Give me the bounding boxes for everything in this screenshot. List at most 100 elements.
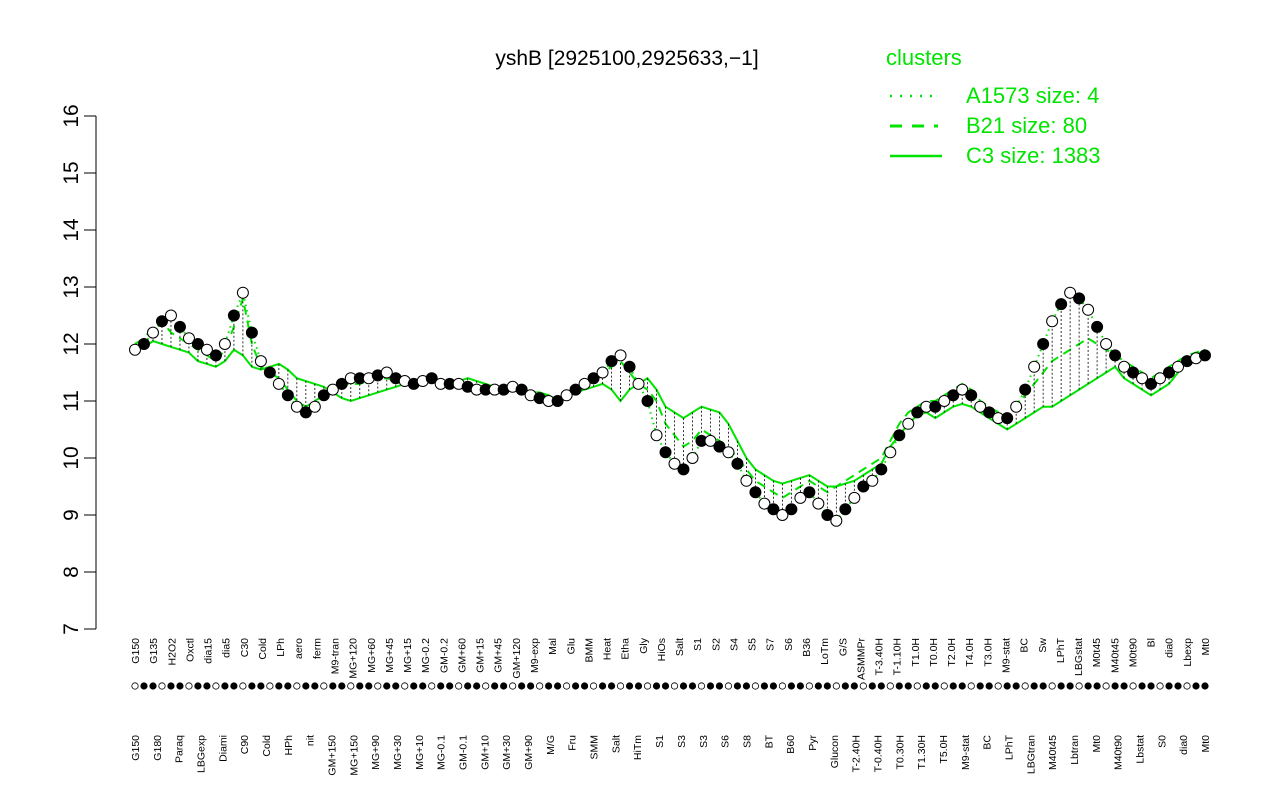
x-tick-label: Glu (565, 638, 577, 655)
x-marker-dot (203, 682, 211, 690)
x-marker-dot (877, 682, 885, 690)
x-marker-dot (841, 682, 849, 690)
x-tick-label: Mal (547, 638, 559, 655)
x-marker-dot (356, 682, 364, 690)
x-tick-label: MG+45 (384, 638, 396, 673)
x-marker-dot (1039, 682, 1047, 690)
data-point (254, 355, 267, 368)
x-marker-dot (1102, 682, 1110, 690)
x-marker-dot (688, 682, 697, 690)
x-marker-dot (1165, 682, 1173, 690)
x-tick-label: M9-tran (329, 638, 341, 674)
x-tick-label: Pyr (807, 734, 819, 750)
plot-area: 7 8 9 10 11 12 13 14 15 16 G150 G135 H2O2 Oxctl dia15… (60, 104, 1212, 775)
x-marker-dot (895, 682, 903, 690)
x-marker-dot (607, 682, 616, 690)
x-tick-label: S1 (654, 735, 666, 748)
x-marker-dot (500, 682, 508, 690)
data-point (704, 434, 717, 447)
legend-entry-a1573: A1573 size: 4 (966, 83, 1099, 108)
data-point (1163, 366, 1176, 379)
x-tick-label: LoTm (819, 638, 831, 665)
x-tick-label: BC (982, 735, 994, 750)
x-tick-label: T4.0H (964, 638, 976, 667)
x-marker-dot (1075, 682, 1083, 690)
x-marker-dot (365, 682, 373, 690)
x-marker-dot (410, 682, 418, 690)
x-tick-label: GM+60 (456, 638, 468, 673)
data-point (380, 366, 393, 379)
data-point (191, 338, 204, 350)
x-tick-label: GM+90 (523, 735, 535, 770)
data-point (200, 343, 213, 356)
x-marker-dot (140, 682, 148, 690)
x-marker-dot (715, 682, 724, 690)
x-tick-label: S6 (720, 735, 732, 748)
data-point (1019, 383, 1032, 396)
data-point (290, 400, 303, 413)
data-point (983, 406, 996, 419)
x-tick-label: S5 (747, 638, 759, 651)
x-marker-dot (652, 682, 661, 690)
data-point (605, 355, 618, 368)
x-marker-dot (1156, 682, 1164, 690)
y-tick-label: 7 (60, 623, 83, 635)
legend-entry-b21: B21 size: 80 (966, 113, 1087, 138)
x-marker-dot (904, 682, 912, 690)
data-point (749, 486, 762, 499)
x-tick-label: Lbtran (1069, 735, 1081, 765)
x-marker-dot (428, 682, 436, 690)
x-marker-dot (464, 682, 472, 690)
x-marker-dot (814, 682, 822, 690)
data-point (974, 400, 987, 413)
data-point (164, 309, 177, 322)
x-marker-dot (1111, 682, 1119, 690)
x-tick-label: C30 (239, 638, 251, 657)
x-marker-dot (518, 682, 526, 690)
y-tick-label: 12 (60, 332, 83, 355)
x-tick-label: dia0 (1164, 638, 1176, 658)
x-marker-dot (419, 682, 427, 690)
x-marker-dot (338, 682, 346, 690)
x-tick-label: MG+90 (370, 735, 382, 770)
cluster-line-solid (134, 340, 1206, 488)
x-marker-dot (1012, 682, 1020, 690)
x-tick-label: Heat (602, 638, 614, 660)
x-marker-dot (787, 682, 795, 690)
x-marker-dot (931, 682, 939, 690)
cluster-line-dashed (134, 298, 1206, 500)
data-point (1010, 400, 1023, 413)
data-point (209, 349, 222, 362)
y-tick-label: 11 (60, 390, 83, 412)
x-tick-label: BC (1019, 638, 1031, 653)
x-tick-label: LBGstat (1073, 638, 1085, 676)
chart-title: yshB [2925100,2925633,−1] (495, 47, 758, 70)
data-point (857, 480, 870, 493)
x-marker-dot (850, 682, 858, 690)
data-point (1037, 338, 1050, 350)
x-tick-label: M9-stat (960, 735, 972, 770)
data-point (596, 366, 609, 379)
x-marker-dot (1048, 682, 1056, 690)
x-marker-dot (742, 682, 751, 690)
data-point (740, 474, 753, 487)
x-tick-label: S1 (692, 638, 704, 651)
x-marker-dot (239, 682, 247, 690)
x-tick-label: S3 (698, 735, 710, 748)
x-tick-label: GM-0.1 (458, 735, 470, 770)
x-marker-dot (823, 682, 831, 690)
x-marker-dot (598, 682, 607, 690)
x-tick-label: BT (763, 734, 775, 748)
x-tick-label: B36 (801, 638, 813, 657)
data-point (794, 491, 807, 504)
x-marker-dot (1147, 682, 1155, 690)
x-tick-label: Glucon (829, 735, 841, 768)
x-tick-label: S3 (676, 735, 688, 748)
x-tick-label: LBGtran (1025, 735, 1037, 774)
x-tick-label: M9-stat (1001, 638, 1013, 673)
data-point (578, 377, 591, 390)
x-marker-dot (176, 682, 184, 690)
data-point (1091, 320, 1104, 333)
x-marker-dot (158, 682, 166, 690)
data-point (965, 389, 978, 402)
